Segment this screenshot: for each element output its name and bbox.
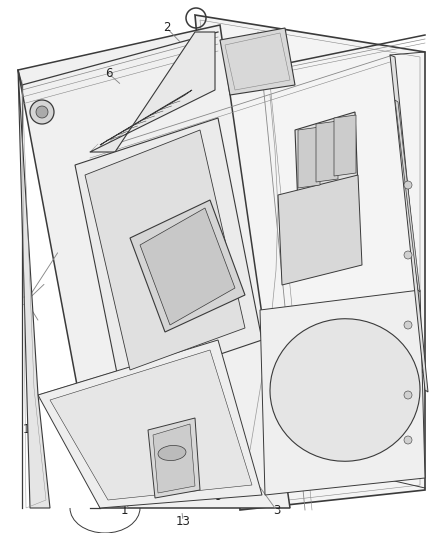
Ellipse shape [270,319,420,461]
Text: 2: 2 [162,21,170,34]
Text: 1: 1 [121,504,129,517]
Text: 2: 2 [22,295,30,308]
Ellipse shape [158,446,186,461]
Polygon shape [18,70,50,508]
Polygon shape [50,350,252,500]
Circle shape [404,391,412,399]
Polygon shape [316,121,338,182]
Text: 6: 6 [105,67,113,80]
Circle shape [36,106,48,118]
Text: 10: 10 [22,423,37,435]
Ellipse shape [319,365,371,415]
Text: 9: 9 [214,490,222,503]
Polygon shape [220,28,295,95]
Polygon shape [148,418,200,498]
Circle shape [404,181,412,189]
Text: 2: 2 [22,295,30,308]
Polygon shape [334,115,356,176]
Polygon shape [90,32,215,152]
Ellipse shape [281,329,409,450]
Ellipse shape [334,379,356,401]
Text: 2: 2 [22,295,30,308]
Polygon shape [85,130,245,370]
Polygon shape [195,15,425,510]
Polygon shape [295,112,358,208]
Text: 5: 5 [416,364,423,377]
Polygon shape [153,424,195,493]
Circle shape [404,436,412,444]
Circle shape [404,251,412,259]
Circle shape [30,100,54,124]
Polygon shape [130,200,245,332]
Polygon shape [75,118,262,388]
Polygon shape [278,175,362,285]
Polygon shape [140,208,235,325]
Text: 13: 13 [176,515,191,528]
Polygon shape [18,25,290,508]
Polygon shape [38,340,262,508]
Text: 4: 4 [210,449,218,462]
Polygon shape [298,127,320,188]
Circle shape [404,321,412,329]
Polygon shape [390,55,428,392]
Polygon shape [100,90,192,145]
Text: 3: 3 [273,504,280,517]
Polygon shape [395,100,420,292]
Ellipse shape [300,347,390,433]
Polygon shape [260,290,425,495]
